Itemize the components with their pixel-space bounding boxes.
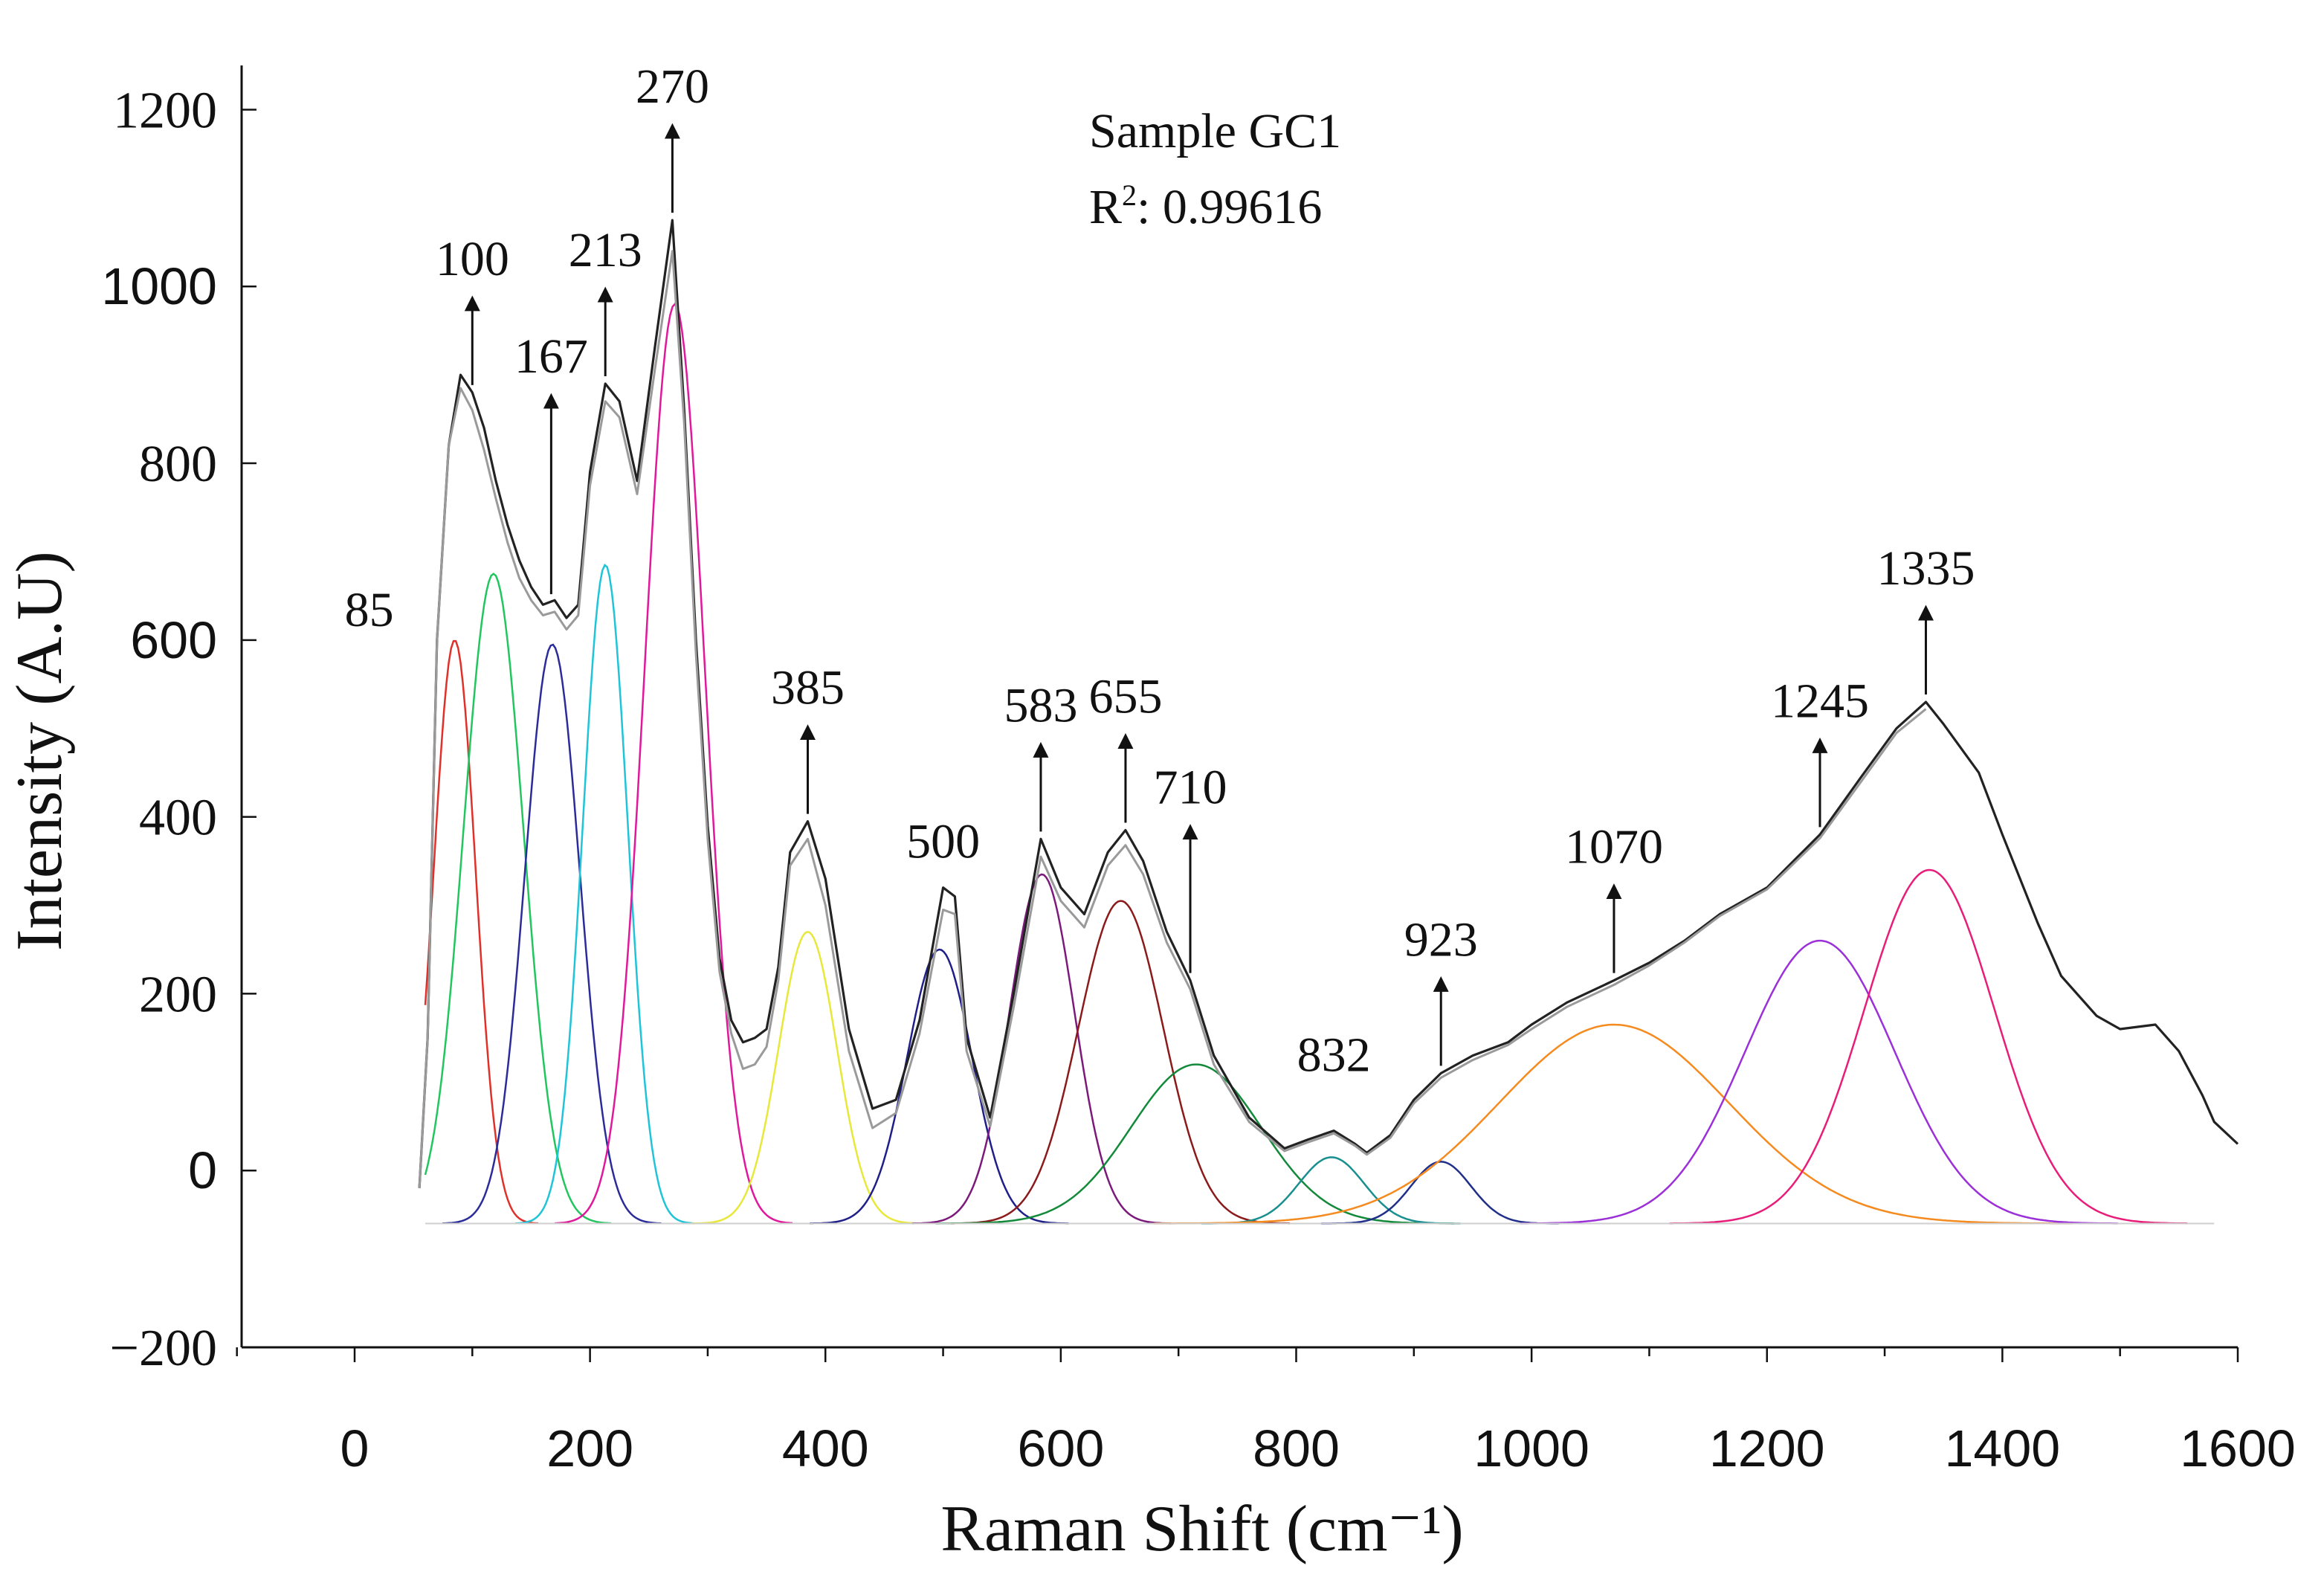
- x-tick-label: 400: [782, 1419, 869, 1477]
- fit-peak-100: [424, 573, 612, 1225]
- fit-peak-385: [691, 930, 923, 1225]
- y-tick-label: −200: [110, 1320, 217, 1377]
- x-tick-label: 1000: [1474, 1419, 1589, 1477]
- peak-label-1070: 1070: [1565, 820, 1663, 874]
- fit-peak-1070: [1154, 1023, 2073, 1225]
- fit-peak-1335: [1669, 868, 2188, 1225]
- r2-label: R2: 0.99616: [1089, 178, 1322, 234]
- sample-label: Sample GC1: [1089, 104, 1341, 158]
- peak-label-1245: 1245: [1771, 674, 1869, 728]
- r2-value: : 0.99616: [1137, 180, 1322, 234]
- peak-label-923: 923: [1404, 912, 1478, 967]
- peak-label-100: 100: [436, 232, 509, 286]
- r2-prefix: R: [1089, 180, 1122, 234]
- y-axis-label: Intensity (A.U): [4, 551, 76, 951]
- x-tick-label: 200: [546, 1419, 633, 1477]
- y-tick-label: 1000: [101, 257, 217, 315]
- x-axis-label: Raman Shift (cm⁻¹): [940, 1493, 1463, 1565]
- x-ticks: 0 200 400 600 800 1000 1200 1400 1600: [236, 1347, 2296, 1477]
- x-tick-label: 600: [1017, 1419, 1104, 1477]
- y-tick-label: 200: [139, 966, 217, 1023]
- fit-peak-655: [951, 900, 1291, 1225]
- fit-peak-923: [1320, 1161, 1559, 1225]
- fit-curves: [424, 303, 2215, 1225]
- y-tick-label: 800: [139, 436, 217, 493]
- spectrum-lines: [418, 219, 2239, 1189]
- peak-label-710: 710: [1154, 761, 1227, 815]
- r2-superscript: 2: [1122, 178, 1137, 212]
- y-ticks: −200 0 200 400 600 800 1000 1200: [101, 82, 256, 1377]
- fit-peak-500: [810, 948, 1069, 1225]
- peak-label-167: 167: [514, 329, 588, 384]
- peak-label-655: 655: [1088, 669, 1162, 723]
- x-tick-label: 0: [340, 1419, 369, 1477]
- peak-label-500: 500: [906, 815, 980, 869]
- x-tick-label: 800: [1253, 1419, 1340, 1477]
- fit-peak-583: [911, 873, 1172, 1225]
- peak-label-385: 385: [771, 661, 845, 715]
- x-tick-label: 1600: [2180, 1419, 2296, 1477]
- x-tick-label: 1200: [1709, 1419, 1825, 1477]
- y-tick-label: 600: [130, 611, 217, 669]
- peak-label-85: 85: [345, 583, 394, 637]
- fitted-envelope-line: [418, 250, 1927, 1189]
- peak-label-832: 832: [1297, 1028, 1371, 1083]
- axes: [240, 65, 2238, 1349]
- fit-peak-167: [442, 643, 662, 1225]
- fit-peak-270: [555, 303, 793, 1225]
- peak-label-213: 213: [569, 223, 642, 277]
- y-tick-label: 1200: [113, 82, 217, 139]
- fit-peak-213: [515, 563, 694, 1225]
- peak-label-1335: 1335: [1876, 541, 1975, 596]
- fit-peak-85: [424, 639, 539, 1225]
- x-tick-label: 1400: [1945, 1419, 2061, 1477]
- fit-peak-710: [936, 1063, 1454, 1225]
- peak-label-583: 583: [1004, 678, 1077, 732]
- fit-peak-1245: [1520, 939, 2118, 1225]
- y-tick-label: 0: [188, 1141, 217, 1199]
- peak-label-270: 270: [636, 59, 709, 114]
- y-tick-label: 400: [139, 790, 217, 847]
